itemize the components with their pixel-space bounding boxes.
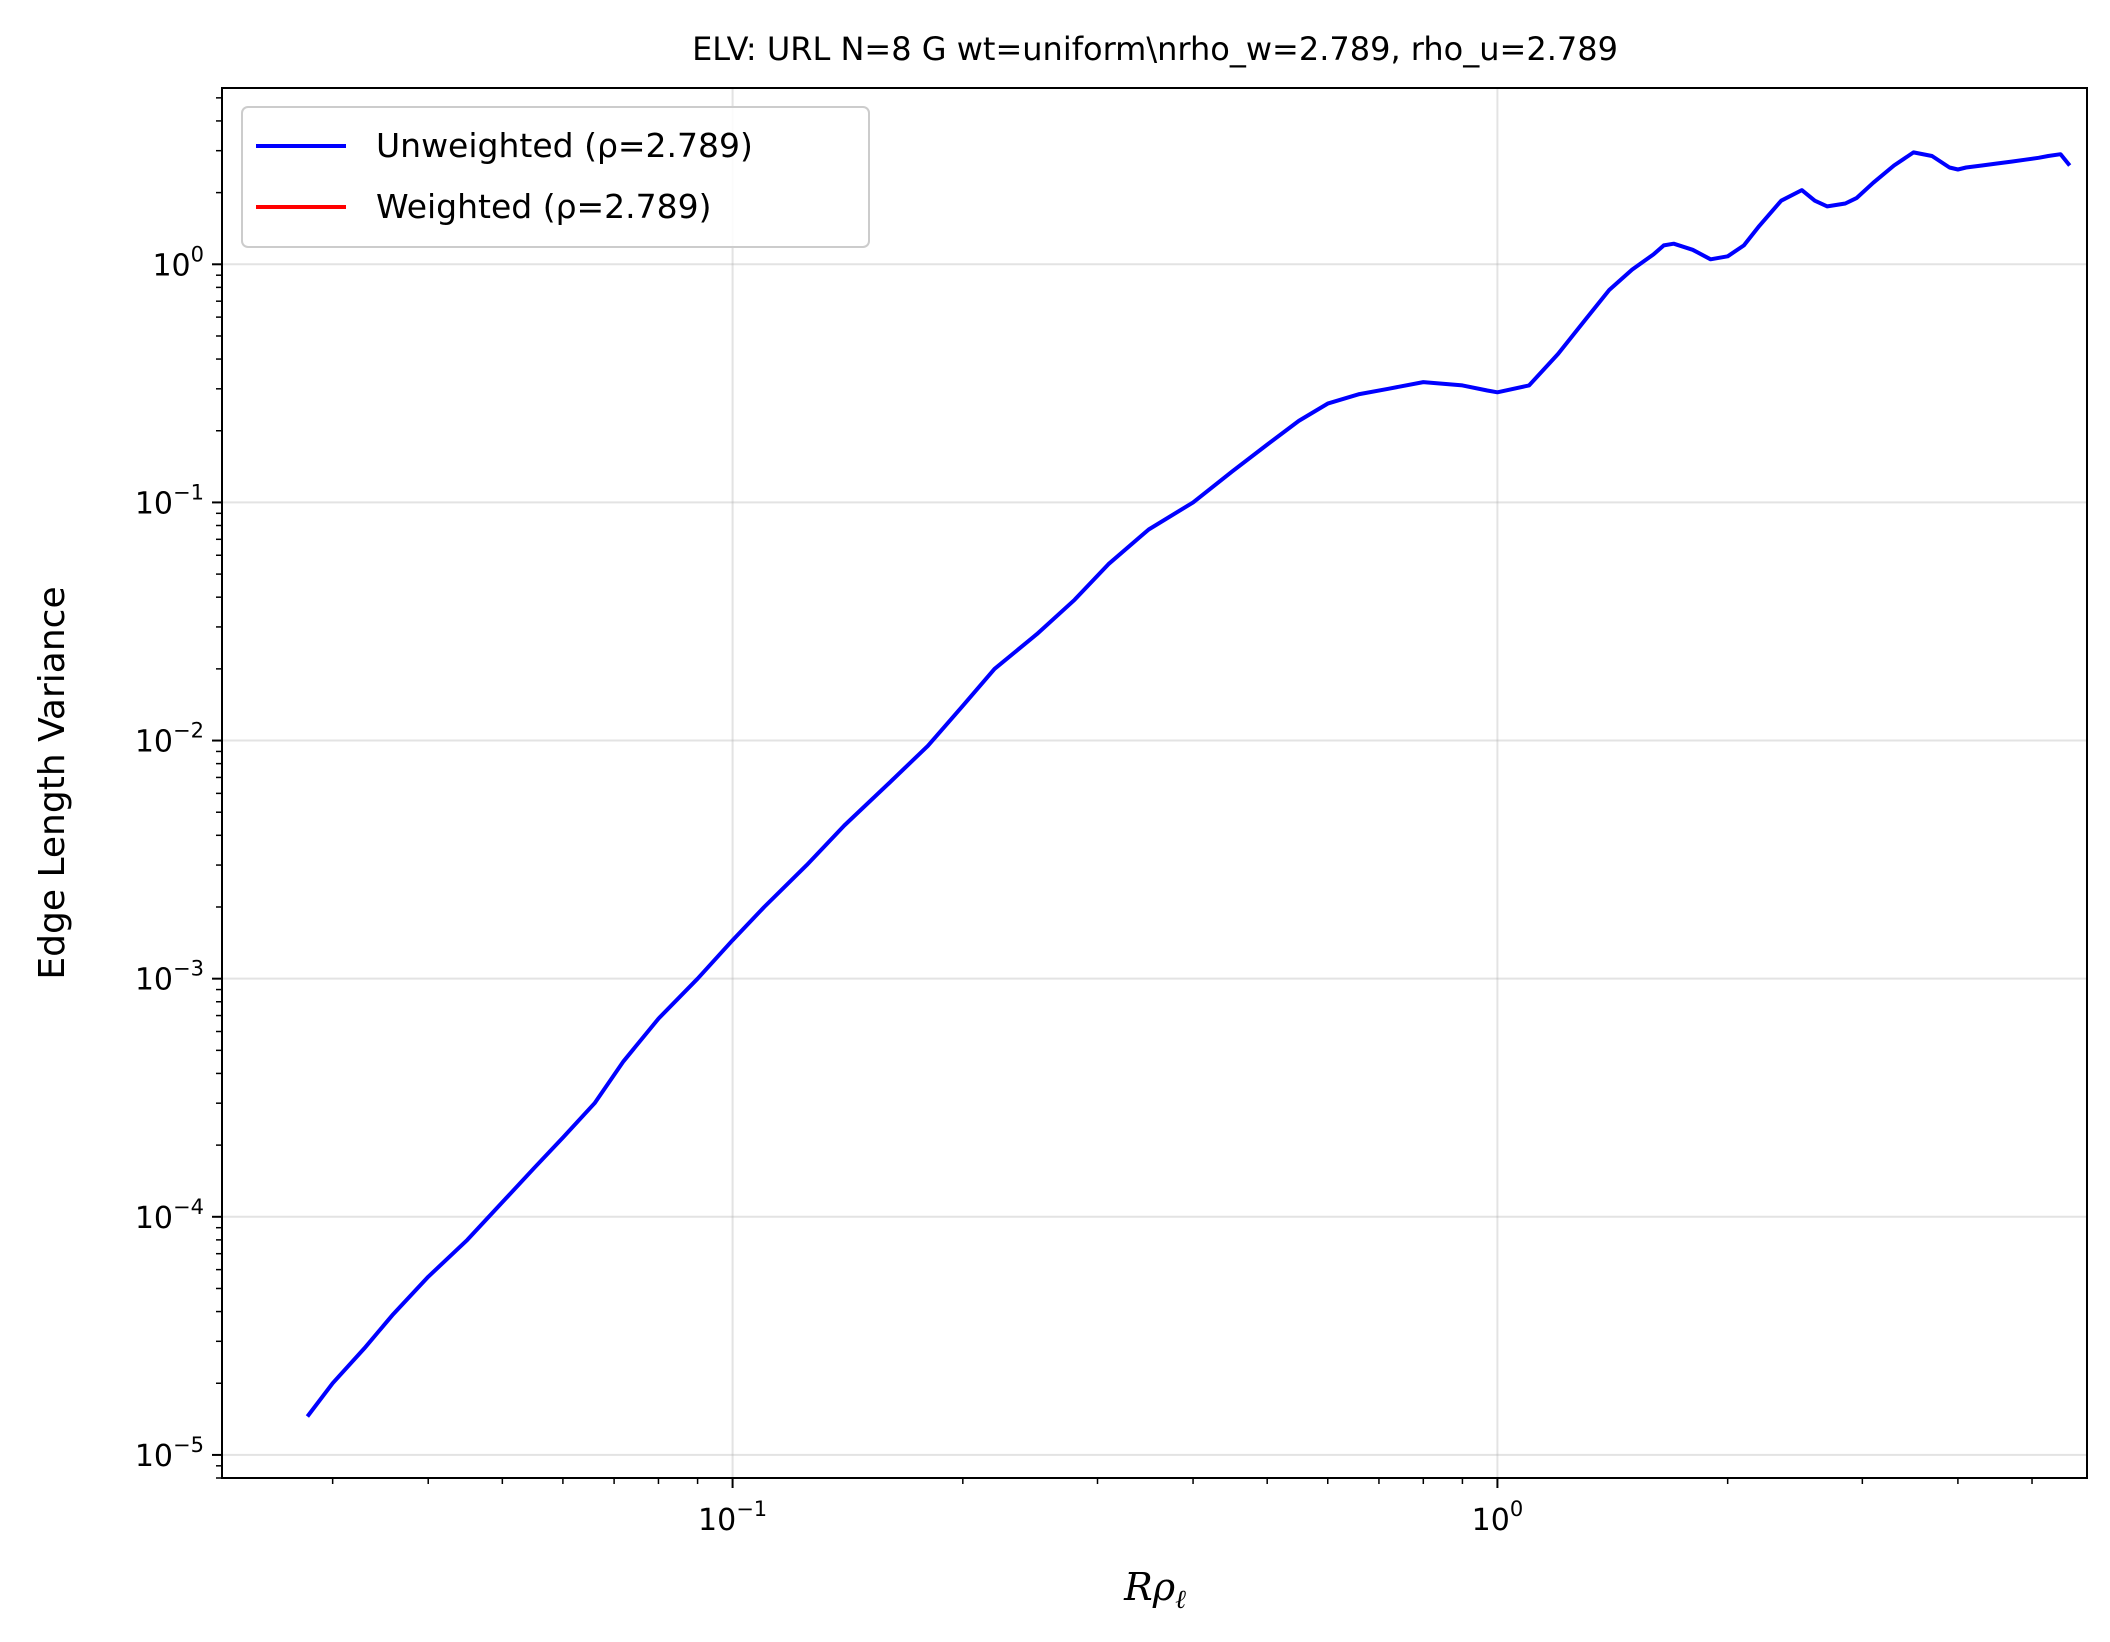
y-tick-label: 10−3 [135, 957, 204, 998]
legend-label-weighted: Weighted (ρ=2.789) [376, 187, 712, 226]
series-line-unweighted [305, 150, 2072, 1418]
plot-frame [221, 87, 2088, 1479]
y-tick-label: 10−5 [135, 1433, 204, 1474]
x-tick-label: 100 [1472, 1497, 1524, 1538]
y-tick-label: 10−4 [135, 1195, 204, 1236]
grid [222, 88, 2087, 1478]
legend-label-unweighted: Unweighted (ρ=2.789) [376, 126, 753, 165]
chart-title: ELV: URL N=8 G wt=uniform\nrho_w=2.789, … [692, 30, 1618, 68]
x-axis-label: Rρℓ [1123, 1565, 1186, 1615]
x-tick-label: 10−1 [698, 1497, 767, 1538]
series-layer [305, 150, 2072, 1418]
legend-box [241, 106, 870, 248]
y-tick-label: 10−2 [135, 719, 204, 760]
ticks: 10−1 100 10−5 10−4 10−3 10−2 10−1 100 [135, 242, 1523, 1538]
y-tick-label: 100 [152, 242, 204, 283]
y-tick-label: 10−1 [135, 480, 204, 521]
legend: Unweighted (ρ=2.789) Weighted (ρ=2.789) [241, 106, 870, 248]
plot-background [222, 88, 2087, 1478]
y-axis-label: Edge Length Variance [32, 586, 73, 979]
